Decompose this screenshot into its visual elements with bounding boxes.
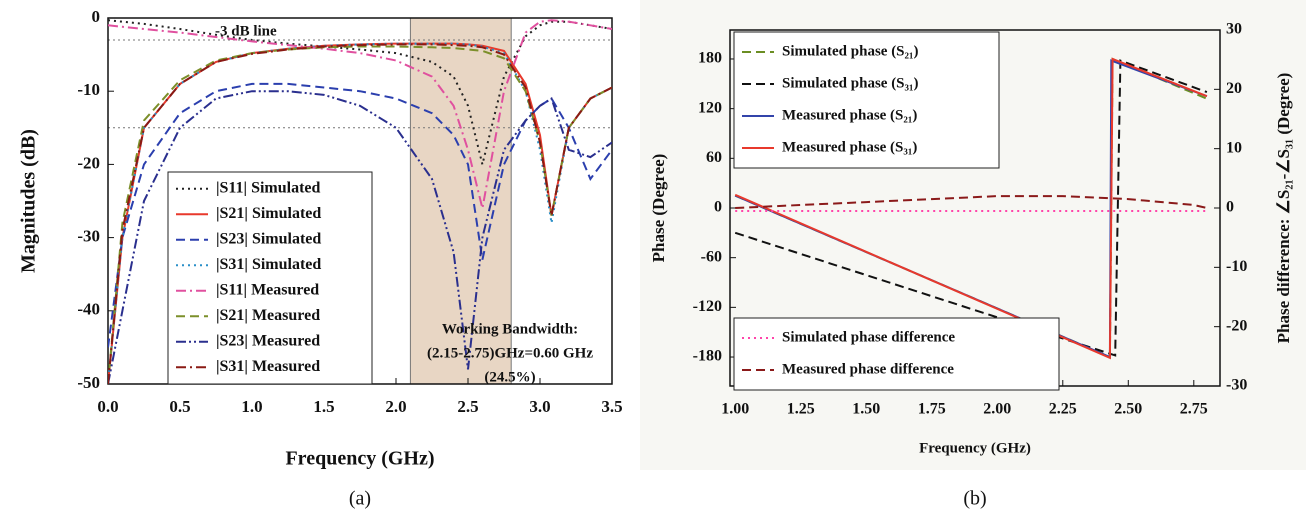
series-line (108, 19, 612, 165)
y2-tick-label: -10 (1226, 258, 1247, 275)
y2-axis-label: Phase difference: ∠S₂₁-∠S₃₁ (Degree) (1274, 73, 1293, 344)
y-tick-label: -180 (693, 348, 722, 365)
legend-label: Measured phase difference (782, 361, 954, 377)
annotation: Working Bandwidth: (442, 321, 578, 337)
x-tick-label: 2.50 (1114, 401, 1142, 418)
legend-label: Simulated phase (S₂₁) (782, 43, 919, 59)
x-tick-label: 2.00 (983, 401, 1011, 418)
series-line (734, 59, 1208, 357)
legend-label: Simulated phase difference (782, 329, 955, 345)
legend-label: |S31| Measured (216, 358, 320, 375)
x-axis-label: Frequency (GHz) (919, 440, 1031, 456)
panel: 0.0 0.5 1.0 1.5 2.0 2.5 3.0 3.5 0 -10 -20 -30 -40 -50… (18, 7, 623, 510)
legend-label: |S21| Simulated (216, 205, 321, 222)
x-tick-label: 1.50 (852, 401, 880, 418)
x-tick-label: 2.0 (385, 397, 406, 416)
y-tick-label: 0 (714, 199, 722, 216)
y-tick-label: 120 (698, 99, 722, 116)
x-tick-label: 1.25 (787, 401, 815, 418)
y2-tick-label: 0 (1226, 199, 1234, 216)
x-tick-label: 1.75 (918, 401, 946, 418)
y-tick-label: -120 (693, 298, 722, 315)
series-line (734, 57, 1208, 360)
x-tick-label: 2.25 (1049, 401, 1077, 418)
series-line (108, 45, 612, 384)
x-tick-label: 2.75 (1180, 401, 1208, 418)
y-axis-label: Magnitudes (dB) (18, 129, 40, 273)
series-line (108, 43, 612, 384)
caption: (a) (349, 488, 371, 510)
x-tick-label: 0.5 (169, 397, 190, 416)
y-tick-label: -40 (77, 300, 100, 319)
legend-label: |S31| Simulated (216, 256, 321, 273)
panel: 1.00 1.25 1.50 1.75 2.00 2.25 2.50 2.75 180 120 60… (649, 21, 1293, 510)
legend-box (733, 317, 1060, 391)
legend-label: |S23| Simulated (216, 230, 321, 247)
x-tick-label: 1.00 (721, 401, 749, 418)
legend-label: Measured phase (S₂₁) (782, 107, 917, 123)
legend-box (167, 171, 373, 385)
legend-label: |S11| Measured (216, 281, 319, 298)
annotation: -3 dB line (215, 23, 277, 39)
y2-tick-label: -20 (1226, 317, 1247, 334)
y2-tick-label: 20 (1226, 80, 1242, 97)
y-tick-label: 60 (706, 149, 722, 166)
y-tick-label: -50 (77, 373, 100, 392)
legend-label: Simulated phase (S₃₁) (782, 75, 919, 91)
y-tick-label: -10 (77, 80, 100, 99)
y2-tick-label: 30 (1226, 21, 1242, 38)
y-tick-label: 180 (698, 50, 722, 67)
y2-tick-label: 10 (1226, 139, 1242, 156)
x-tick-label: 3.5 (601, 397, 622, 416)
annotation: (2.15-2.75)GHz=0.60 GHz (427, 345, 593, 361)
y2-tick-label: -30 (1226, 377, 1247, 394)
y-tick-label: -60 (701, 248, 722, 265)
legend-label: |S23| Measured (216, 332, 320, 349)
x-tick-label: 1.5 (313, 397, 334, 416)
caption: (b) (963, 488, 986, 510)
legend-box (733, 31, 1000, 169)
bandwidth-region (409, 17, 512, 385)
x-tick-label: 0.0 (97, 397, 118, 416)
x-tick-label: 3.0 (529, 397, 550, 416)
y-tick-label: -30 (77, 227, 100, 246)
series-line (108, 90, 612, 384)
series-line (108, 19, 612, 209)
y-tick-label: 0 (92, 7, 101, 26)
legend-label: Measured phase (S₃₁) (782, 139, 917, 155)
legend-label: |S11| Simulated (216, 179, 321, 196)
y-tick-label: -20 (77, 153, 100, 172)
y-axis-label: Phase (Degree) (649, 154, 668, 263)
x-tick-label: 1.0 (241, 397, 262, 416)
x-axis-label: Frequency (GHz) (285, 448, 434, 470)
series-line (735, 195, 1208, 209)
legend-label: |S21| Measured (216, 307, 320, 324)
x-tick-label: 2.5 (457, 397, 478, 416)
annotation: (24.5%) (484, 369, 535, 385)
